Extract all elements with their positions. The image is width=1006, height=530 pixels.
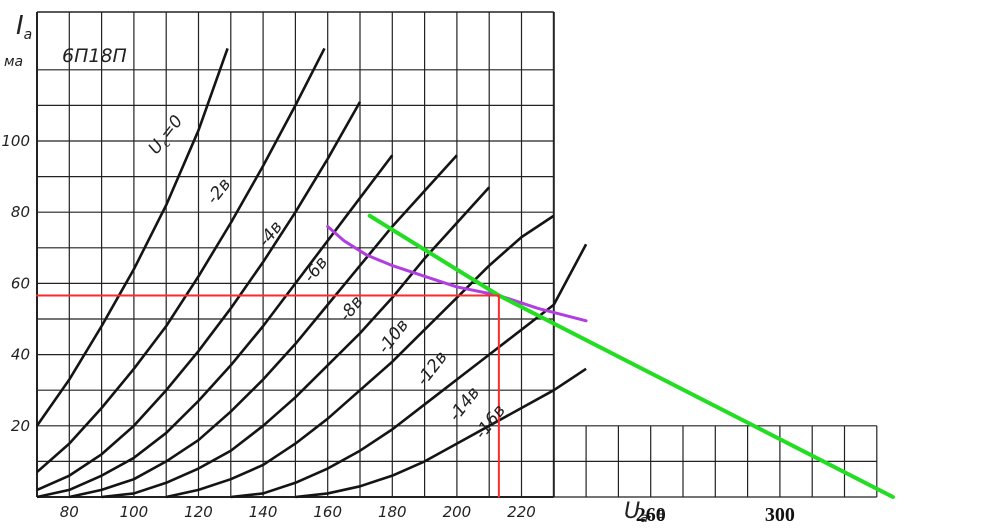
curve-series (35, 48, 229, 427)
curve-label: -14в (445, 383, 484, 425)
y-tick-label: 80 (11, 203, 30, 221)
tick-labels: 80 100 120 140 160 180 200 220 260 300 20 40 60 80 100 (1, 132, 795, 526)
curve-label: -8в (335, 292, 367, 326)
curve-series (36, 101, 362, 492)
y-tick-label: 60 (11, 274, 30, 292)
curves (35, 47, 588, 499)
curve-series (36, 154, 394, 499)
y-tick-label: 100 (1, 132, 30, 150)
curve-label: -12в (413, 348, 452, 390)
curve-series (101, 186, 491, 499)
x-tick-label: 220 (507, 503, 536, 521)
x-tick-label: 200 (443, 503, 472, 521)
curve-series (295, 367, 587, 499)
curve-series (165, 214, 555, 499)
curve-label: -16в (471, 401, 510, 443)
x-tick-label: 80 (60, 503, 79, 521)
curve-series (230, 243, 588, 499)
x-tick-label-ext: 300 (765, 504, 795, 526)
x-axis-label: Ua, в (624, 499, 665, 526)
overlay-line (367, 213, 895, 499)
overlay-line (326, 224, 588, 323)
x-tick-label: 100 (120, 503, 149, 521)
curve-label: -10в (374, 316, 413, 358)
x-tick-label: 160 (313, 503, 342, 521)
curve-label: -4в (255, 217, 287, 251)
curve-series (69, 154, 458, 499)
chart-title: 6П18П (62, 45, 127, 67)
y-tick-label: 40 (11, 346, 30, 364)
y-axis-label: Ia (16, 11, 32, 43)
curve-series (36, 47, 326, 474)
x-tick-label: 140 (249, 503, 278, 521)
x-tick-label: 120 (184, 503, 213, 521)
overlay-lines (36, 213, 895, 499)
x-tick-label-ext: 260 (636, 504, 666, 526)
y-tick-label: 20 (11, 417, 30, 435)
y-axis-unit: ма (4, 54, 23, 70)
grid-extension (553, 425, 878, 498)
x-tick-label: 180 (378, 503, 407, 521)
